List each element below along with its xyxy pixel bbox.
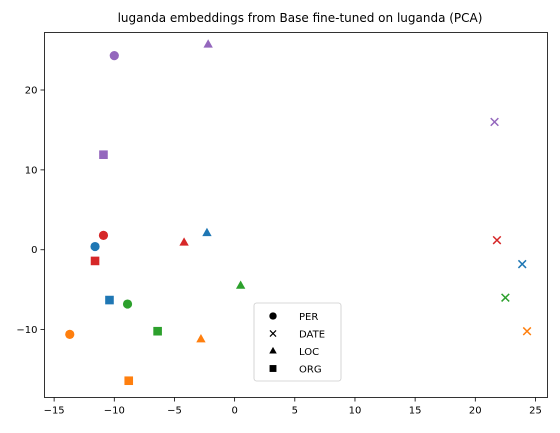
data-point-triangle [236,280,245,288]
legend-label: PER [299,312,318,323]
x-tick-label: 15 [409,406,422,417]
x-tick-label: 25 [529,406,542,417]
data-point-triangle [196,334,205,342]
data-point-triangle [179,237,188,245]
data-point-triangle [202,228,211,236]
data-point-square [99,150,108,159]
legend: PER DATE LOC ORG [254,303,341,381]
data-point-x [502,294,510,302]
data-point-x [523,327,531,335]
x-tick-label: 20 [469,406,482,417]
data-point-x [518,260,526,268]
y-tick-label: 10 [25,165,38,176]
data-point-circle [110,51,119,60]
data-point-square [91,257,100,266]
y-tick-label: −10 [16,325,37,336]
x-tick-label: 10 [349,406,362,417]
x-tick-label: −5 [167,406,182,417]
data-point-x [491,118,499,126]
legend-box [254,303,341,381]
data-point-square [105,296,114,305]
x-tick-label: 0 [231,406,237,417]
legend-circle-icon [269,312,276,319]
data-point-x [493,236,501,244]
legend-label: LOC [299,347,319,358]
data-point-triangle [203,39,212,47]
data-point-square [153,327,162,336]
x-tick-label: 5 [292,406,298,417]
x-tick-label: −15 [44,406,65,417]
legend-label: DATE [299,329,325,340]
data-point-circle [65,330,74,339]
legend-square-icon [270,365,277,372]
data-point-circle [90,242,99,251]
legend-label: ORG [299,364,322,375]
x-tick-label: −10 [104,406,125,417]
data-point-circle [123,299,132,308]
data-point-square [124,376,133,385]
y-tick-label: 20 [25,86,38,97]
chart-title: luganda embeddings from Base fine-tuned … [118,11,483,25]
y-tick-label: 0 [31,245,37,256]
data-point-circle [99,231,108,240]
